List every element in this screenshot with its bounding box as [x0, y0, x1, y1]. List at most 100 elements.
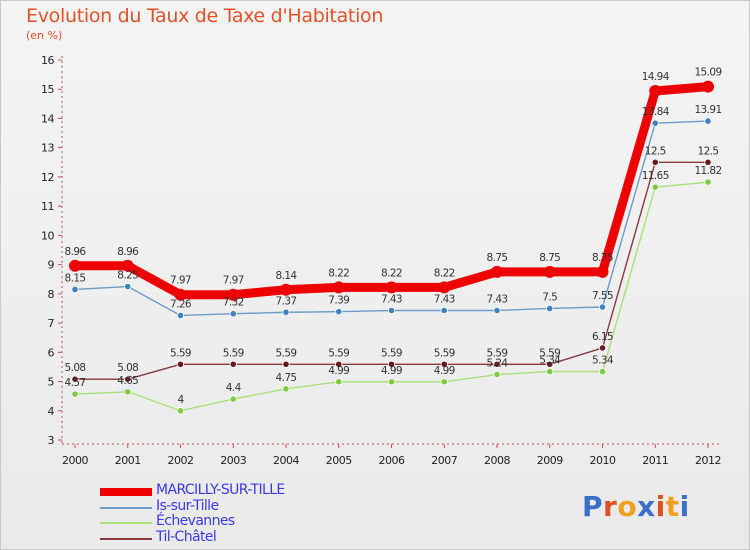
data-point: [282, 385, 290, 393]
y-tick-label: 4: [48, 405, 55, 418]
y-tick-label: 16: [41, 54, 54, 67]
data-point: [387, 378, 396, 386]
chart-title: Evolution du Taux de Taxe d'Habitation: [26, 5, 384, 27]
data-point: [71, 390, 79, 398]
data-point: [124, 388, 132, 396]
data-label: 5.34: [539, 355, 561, 367]
x-tick-label: 2000: [62, 454, 88, 467]
legend-swatch: [100, 506, 152, 509]
data-point: [651, 183, 659, 191]
x-tick-label: 2002: [168, 454, 194, 467]
chart-subtitle: (en %): [26, 29, 63, 42]
data-label: 4.99: [381, 365, 402, 377]
legend-label: Is-sur-Tille: [156, 497, 219, 514]
series-markers: [69, 80, 714, 415]
data-point: [335, 308, 343, 316]
data-point: [704, 117, 712, 125]
data-point: [332, 281, 345, 294]
legend-label: Échevannes: [156, 513, 235, 529]
data-label: 8.75: [592, 252, 613, 264]
data-point: [124, 375, 132, 383]
logo-letter: t: [665, 490, 680, 523]
y-tick-label: 6: [48, 346, 55, 359]
data-label: 8.75: [487, 252, 508, 264]
data-point: [174, 288, 187, 301]
data-point: [229, 310, 237, 318]
data-label: 4.99: [434, 365, 455, 377]
data-label: 8.22: [328, 267, 349, 279]
data-label: 5.24: [487, 358, 509, 370]
data-point: [546, 304, 554, 313]
data-point: [280, 283, 292, 296]
data-point: [440, 306, 448, 315]
y-tick-label: 14: [41, 112, 54, 125]
data-label: 5.08: [65, 362, 86, 374]
y-tick-label: 15: [41, 83, 54, 96]
data-point: [282, 360, 290, 368]
x-tick-label: 2008: [484, 454, 510, 467]
data-label: 8.25: [117, 270, 138, 282]
x-tick-label: 2010: [590, 454, 616, 467]
data-label: 7.97: [223, 275, 244, 287]
data-point: [543, 265, 556, 278]
data-label: 5.59: [434, 347, 455, 359]
data-label: 4.99: [328, 365, 349, 377]
data-point: [651, 119, 659, 127]
data-label: 5.59: [223, 347, 244, 359]
legend-swatch: [100, 488, 152, 496]
data-label: 4.65: [117, 375, 138, 387]
data-point: [385, 281, 398, 294]
data-point: [227, 288, 240, 301]
data-label: 4.75: [276, 372, 297, 384]
x-tick-label: 2001: [115, 454, 141, 467]
logo-letter: x: [637, 490, 656, 523]
data-label: 11.82: [694, 165, 721, 177]
data-label: 8.15: [65, 272, 86, 284]
data-point: [71, 285, 79, 294]
proxiti-logo: Proxiti: [582, 490, 690, 523]
data-point: [493, 360, 501, 368]
y-tick-label: 10: [41, 229, 54, 242]
x-tick-label: 2011: [642, 454, 668, 467]
data-point: [124, 282, 132, 291]
data-label: 7.5: [542, 291, 557, 303]
data-point: [438, 281, 451, 294]
data-point: [69, 259, 81, 272]
data-point: [387, 306, 396, 315]
data-label: 13.91: [694, 104, 721, 116]
data-label: 11.65: [642, 170, 669, 182]
data-label: 15.09: [694, 67, 721, 79]
data-label: 8.96: [117, 246, 139, 258]
legend-label: MARCILLY-SUR-TILLE: [156, 482, 285, 498]
data-label: 14.94: [642, 71, 670, 83]
data-label: 5.59: [381, 347, 402, 359]
data-point: [71, 375, 79, 383]
y-tick-label: 13: [41, 142, 54, 155]
data-label: 4.57: [65, 377, 86, 389]
data-label: 7.43: [381, 294, 402, 306]
data-label: 8.14: [276, 270, 298, 282]
data-label: 13.84: [642, 106, 670, 118]
data-label: 5.59: [276, 347, 297, 359]
legend-label: Til-Châtel: [156, 528, 217, 545]
data-point: [546, 367, 554, 376]
y-tick-label: 9: [48, 259, 55, 272]
data-point: [387, 360, 396, 368]
data-point: [651, 158, 659, 166]
x-tick-label: 2012: [695, 454, 721, 467]
x-tick-label: 2007: [431, 454, 457, 467]
data-label: 5.59: [539, 347, 560, 359]
data-label: 7.43: [487, 294, 508, 306]
logo-letter: P: [582, 490, 604, 523]
data-point: [704, 158, 712, 166]
data-label: 7.55: [592, 290, 613, 302]
logo-letter: o: [617, 490, 638, 523]
data-point: [702, 80, 714, 93]
data-point: [649, 84, 662, 97]
x-tick-label: 2003: [220, 454, 246, 467]
y-tick-label: 12: [41, 171, 54, 184]
data-label: 7.37: [276, 295, 297, 307]
data-point: [596, 265, 609, 278]
data-point: [282, 308, 290, 316]
